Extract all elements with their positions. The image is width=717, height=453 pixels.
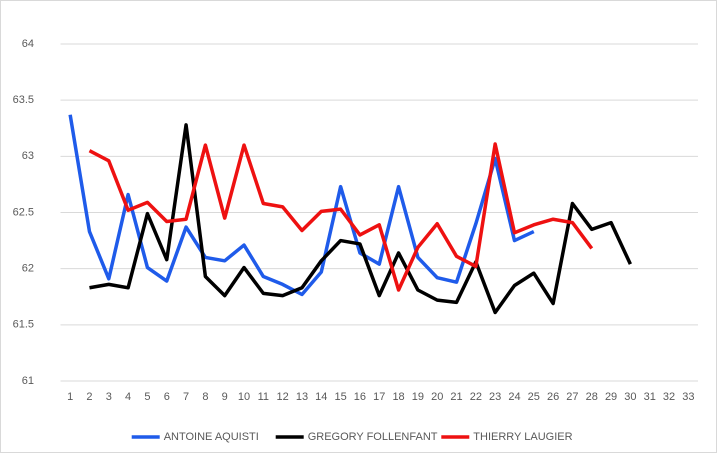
x-tick-label: 6: [164, 391, 170, 403]
legend-label: THIERRY LAUGIER: [473, 431, 572, 443]
x-tick-label: 20: [431, 391, 443, 403]
y-tick-label: 61: [22, 375, 34, 387]
y-tick-label: 62: [22, 263, 34, 275]
x-tick-label: 21: [450, 391, 462, 403]
x-tick-label: 32: [663, 391, 675, 403]
x-tick-label: 23: [489, 391, 501, 403]
y-tick-label: 63.5: [13, 94, 34, 106]
x-tick-label: 14: [315, 391, 327, 403]
series-line: [88, 142, 594, 292]
x-tick-label: 15: [334, 391, 346, 403]
x-tick-label: 26: [547, 391, 559, 403]
x-tick-label: 30: [624, 391, 636, 403]
x-tick-label: 8: [202, 391, 208, 403]
x-tick-label: 10: [238, 391, 250, 403]
x-tick-label: 3: [106, 391, 112, 403]
x-tick-label: 5: [144, 391, 150, 403]
x-tick-label: 29: [605, 391, 617, 403]
x-tick-label: 11: [258, 391, 269, 403]
x-tick-label: 25: [528, 391, 540, 403]
x-tick-label: 18: [392, 391, 404, 403]
series-line: [68, 114, 535, 297]
series-line: [89, 123, 632, 315]
y-tick-label: 63: [22, 150, 34, 162]
legend-label: GREGORY FOLLENFANT: [308, 431, 438, 443]
x-tick-label: 33: [682, 391, 694, 403]
x-tick-label: 24: [508, 391, 520, 403]
y-tick-label: 62.5: [13, 206, 34, 218]
x-tick-label: 2: [86, 391, 92, 403]
x-tick-label: 9: [222, 391, 228, 403]
x-tick-label: 16: [354, 391, 366, 403]
x-tick-label: 4: [125, 391, 131, 403]
x-tick-label: 1: [67, 391, 73, 403]
x-tick-label: 19: [412, 391, 424, 403]
y-tick-label: 61.5: [13, 319, 34, 331]
x-tick-label: 22: [470, 391, 482, 403]
legend-label: ANTOINE AQUISTI: [164, 431, 259, 443]
y-tick-label: 64: [22, 38, 34, 50]
x-tick-label: 7: [183, 391, 189, 403]
x-tick-label: 17: [373, 391, 385, 403]
x-tick-label: 13: [296, 391, 308, 403]
x-tick-label: 27: [566, 391, 578, 403]
x-tick-label: 12: [277, 391, 289, 403]
x-tick-label: 28: [586, 391, 598, 403]
x-tick-label: 31: [644, 391, 656, 403]
